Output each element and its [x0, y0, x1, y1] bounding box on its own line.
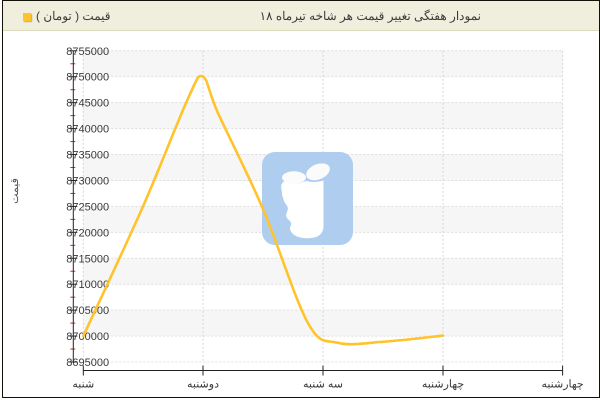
svg-text:8755000: 8755000: [66, 46, 109, 58]
svg-text:8750000: 8750000: [66, 72, 109, 84]
svg-text:8725000: 8725000: [66, 201, 109, 213]
svg-text:چهارشنبه: چهارشنبه: [541, 379, 583, 391]
svg-text:8710000: 8710000: [66, 279, 109, 291]
svg-text:8740000: 8740000: [66, 124, 109, 136]
svg-text:چهارشنبه: چهارشنبه: [422, 379, 464, 391]
svg-text:8715000: 8715000: [66, 253, 109, 265]
svg-text:8695000: 8695000: [66, 357, 109, 369]
svg-text:8745000: 8745000: [66, 98, 109, 110]
svg-text:سه شنبه: سه شنبه: [303, 379, 343, 391]
svg-text:8700000: 8700000: [66, 331, 109, 343]
svg-text:8735000: 8735000: [66, 150, 109, 162]
svg-text:8730000: 8730000: [66, 176, 109, 188]
svg-text:شنبه: شنبه: [72, 379, 94, 391]
svg-text:8720000: 8720000: [66, 227, 109, 239]
svg-text:دوشنبه: دوشنبه: [187, 379, 219, 391]
svg-text:8705000: 8705000: [66, 305, 109, 317]
